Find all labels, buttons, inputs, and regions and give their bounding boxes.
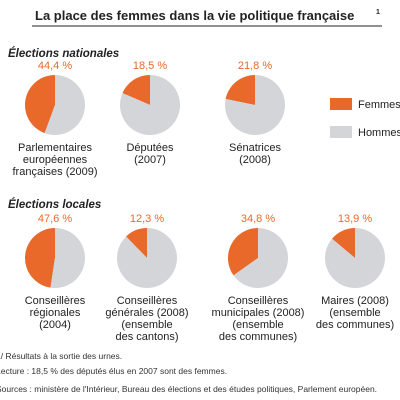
chart-title: La place des femmes dans la vie politiqu… <box>35 8 354 23</box>
pie-label: Maires (2008) <box>321 295 389 307</box>
pie-slice <box>233 228 289 288</box>
pie-label: Députées <box>126 142 174 154</box>
pie-label: Conseillères <box>117 295 178 307</box>
pie-label: françaises (2009) <box>13 166 98 178</box>
value-label: 18,5 % <box>133 60 167 72</box>
pie-label: régionales <box>30 307 81 319</box>
legend-label: Hommes <box>358 127 400 139</box>
pie-slice <box>25 75 55 134</box>
pie-label: (ensemble <box>329 307 380 319</box>
value-label: 34,8 % <box>241 213 275 225</box>
pie-label: générales (2008) <box>105 307 188 319</box>
pie-label: Conseillères <box>25 295 86 307</box>
value-label: 44,4 % <box>38 60 72 72</box>
pie-label: (ensemble <box>121 319 172 331</box>
pie-slice <box>126 228 147 258</box>
pie-slice <box>122 75 150 105</box>
pie-slice <box>325 228 386 289</box>
footnote: 1/ Résultats à la sortie des urnes. <box>0 351 122 361</box>
pie-slice <box>225 75 255 105</box>
title-note: 1 <box>376 9 380 16</box>
pie-slice <box>117 228 178 288</box>
footnote: Sources : ministère de l'Intérieur, Bure… <box>0 384 377 394</box>
value-label: 12,3 % <box>130 213 164 225</box>
pie-slice <box>225 75 285 135</box>
pie-label: des communes) <box>316 319 394 331</box>
pie-label: européennes <box>23 154 88 166</box>
pie-label: des cantons) <box>116 331 179 343</box>
value-label: 13,9 % <box>338 213 372 225</box>
pie-slice <box>332 228 355 258</box>
pie-label: Sénatrices <box>229 142 281 154</box>
pie-slice <box>228 228 258 276</box>
pie-label: Conseillères <box>228 295 289 307</box>
pie-slice <box>50 227 86 288</box>
pie-label: Parlementaires <box>18 142 92 154</box>
value-label: 47,6 % <box>38 213 72 225</box>
pie-slice <box>44 75 86 136</box>
section-title: Élections locales <box>8 198 101 211</box>
pie-slice <box>25 228 55 288</box>
section-title: Élections nationales <box>8 47 119 60</box>
pie-label: (2007) <box>134 154 166 166</box>
footnote: Lecture : 18,5 % des députés élus en 200… <box>0 366 227 376</box>
pie-slice <box>119 75 180 135</box>
legend-swatch <box>330 98 352 110</box>
pie-label: municipales (2008) <box>212 307 305 319</box>
value-label: 21,8 % <box>238 60 272 72</box>
pie-label: (2008) <box>239 154 271 166</box>
pie-label: (2004) <box>39 319 71 331</box>
legend-swatch <box>330 126 352 138</box>
pie-label: des communes) <box>219 331 297 343</box>
legend-label: Femmes <box>358 99 400 111</box>
pie-label: (ensemble <box>232 319 283 331</box>
